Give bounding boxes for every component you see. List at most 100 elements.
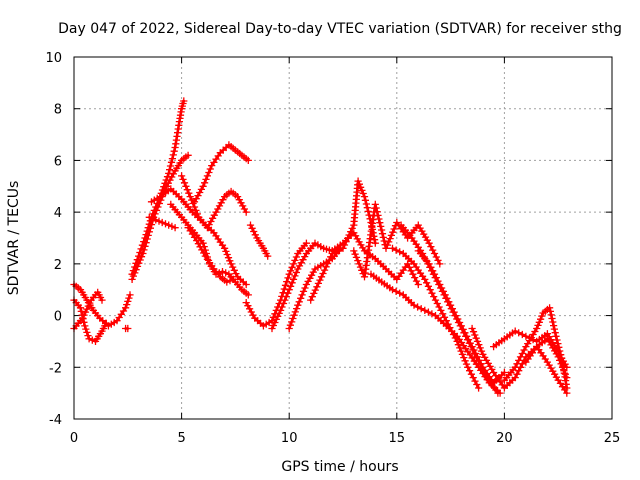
fill-marker [133,262,142,270]
fill-marker [197,185,205,193]
fill-marker [271,318,279,327]
fill-marker [168,173,176,181]
fill-marker [560,367,568,375]
data-point [128,275,136,283]
data-point [165,221,173,229]
fill-marker [377,222,385,230]
fill-marker [140,246,148,254]
fill-marker [473,337,482,345]
fill-marker [297,259,305,267]
data-point [158,218,166,227]
fill-marker [235,196,243,204]
fill-marker [209,214,217,222]
fill-marker [210,211,218,219]
data-point [285,324,293,333]
fill-marker [192,206,200,214]
fill-marker [558,363,567,371]
fill-marker [385,238,393,246]
series-track-20 [367,270,504,397]
fill-marker [166,176,174,184]
data-point [317,273,326,281]
fill-marker [288,279,296,287]
fill-marker [378,226,386,234]
y-tick-label: -2 [49,361,62,376]
fill-marker [380,237,388,245]
fill-marker [298,291,306,299]
data-point [227,260,235,268]
fill-marker [313,283,321,291]
fill-marker [299,256,307,264]
fill-marker [289,260,298,268]
fill-marker [556,356,564,364]
data-point [244,291,252,299]
data-point [242,299,250,307]
fill-marker [387,231,395,239]
fill-marker [136,256,144,264]
fill-marker [314,279,322,287]
y-tick-label: 0 [54,310,62,325]
fill-marker [426,286,434,294]
fill-marker [179,175,187,183]
data-point [414,280,422,289]
fill-marker [166,162,175,170]
fill-marker [301,284,309,292]
fill-marker [196,243,204,251]
fill-marker [237,199,245,207]
y-tick-label: 4 [54,206,62,221]
fill-marker [193,210,201,218]
fill-marker [169,170,177,178]
fill-marker [355,260,363,268]
series-track-5 [128,97,188,278]
fill-marker [548,314,556,323]
data-point [193,237,201,245]
y-axis-label: SDTVAR / TECUs [6,181,22,296]
fill-marker [319,269,327,278]
fill-marker [185,189,193,197]
fill-marker [246,305,254,313]
fill-marker [376,219,384,227]
data-point [436,260,444,268]
fill-marker [148,215,157,223]
fill-marker [365,211,373,219]
fill-marker [203,172,211,180]
data-point [203,224,211,232]
fill-marker [461,357,469,365]
fill-marker [476,344,484,352]
data-point [242,208,250,216]
fill-marker [205,168,213,177]
fill-marker [327,253,335,261]
data-point [277,306,285,314]
fill-marker [144,231,152,239]
fill-marker [286,321,294,329]
data-point [554,353,562,361]
fill-marker [147,221,156,229]
series-track-23 [414,247,508,387]
fill-marker [167,158,176,166]
data-point [102,319,110,327]
data-point [152,216,160,224]
fill-marker [168,155,176,163]
series-track-9 [167,200,252,299]
fill-marker [189,199,197,208]
data-point [218,268,227,276]
series-track-3 [70,288,106,333]
data-point [285,270,293,278]
data-point [186,193,194,201]
fill-marker [182,182,190,190]
fill-marker [80,318,88,326]
fill-marker [538,312,546,320]
fill-marker [219,196,227,204]
fill-marker [386,235,394,243]
fill-marker [194,192,202,200]
data-point [190,198,199,206]
data-point [234,193,242,201]
data-point [511,327,519,335]
data-point [294,301,302,309]
data-point [124,324,132,333]
fill-marker [154,203,162,211]
series-track-17 [307,177,379,304]
axis-ticks: 0 5 10 15 20 25 -4 -2 0 2 4 6 8 10 [45,51,620,446]
fill-marker [396,248,404,256]
fill-marker [142,239,150,247]
